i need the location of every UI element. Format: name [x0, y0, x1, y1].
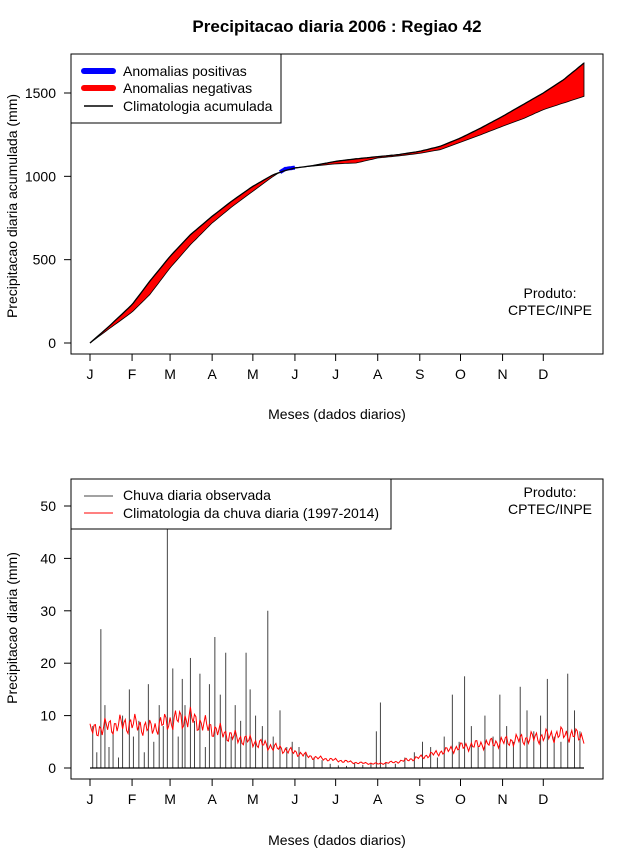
- x-tick-label: N: [498, 366, 508, 382]
- product-label-line1: Produto:: [524, 285, 577, 301]
- legend-box: [70, 478, 392, 530]
- y-axis-label: Precipitacao diaria (mm): [4, 552, 20, 704]
- x-tick-label: J: [87, 366, 94, 382]
- y-tick-label: 30: [40, 603, 56, 619]
- y-axis-label: Precipitacao diaria acumulada (mm): [4, 94, 20, 318]
- x-tick-label: J: [332, 366, 339, 382]
- legend-label-negative: Anomalias negativas: [123, 80, 252, 96]
- x-tick-label: F: [128, 366, 137, 382]
- y-tick-label: 1000: [25, 168, 56, 184]
- x-tick-label: M: [247, 366, 259, 382]
- legend-label-climatology: Climatologia acumulada: [123, 98, 273, 114]
- x-tick-label: J: [87, 791, 94, 807]
- y-tick-label: 0: [48, 335, 56, 351]
- product-label-line2: CPTEC/INPE: [508, 501, 592, 517]
- x-tick-label: J: [291, 366, 298, 382]
- x-tick-label: O: [455, 366, 466, 382]
- page-title: Precipitacao diaria 2006 : Regiao 42: [192, 17, 481, 36]
- x-tick-label: M: [164, 791, 176, 807]
- y-tick-label: 50: [40, 498, 56, 514]
- x-tick-label: A: [373, 366, 383, 382]
- y-tick-label: 20: [40, 655, 56, 671]
- x-tick-label: A: [373, 791, 383, 807]
- x-tick-label: S: [415, 791, 424, 807]
- x-tick-label: J: [332, 791, 339, 807]
- product-label-line2: CPTEC/INPE: [508, 302, 592, 318]
- x-tick-label: M: [247, 791, 259, 807]
- x-tick-label: D: [538, 366, 548, 382]
- x-tick-label: F: [128, 791, 137, 807]
- x-tick-label: M: [164, 366, 176, 382]
- x-tick-label: D: [538, 791, 548, 807]
- x-tick-label: O: [455, 791, 466, 807]
- legend-label-observed: Chuva diaria observada: [123, 487, 271, 503]
- product-label-line1: Produto:: [524, 484, 577, 500]
- x-tick-label: J: [291, 791, 298, 807]
- positive-anomaly-segment: [278, 165, 296, 174]
- climatology-daily-line: [89, 706, 585, 765]
- x-tick-label: N: [498, 791, 508, 807]
- y-tick-label: 10: [40, 708, 56, 724]
- x-axis-label: Meses (dados diarios): [268, 832, 406, 848]
- daily-chart: 0 10 20 30 40 50 J F M A M J J A S O N D Meses (dados di…: [4, 478, 604, 848]
- legend-label-climatology: Climatologia da chuva diaria (1997-2014): [123, 505, 379, 521]
- y-axis-ticks: 0 10 20 30 40 50: [40, 498, 71, 776]
- x-tick-label: S: [415, 366, 424, 382]
- observed-rain-bars: [90, 526, 584, 769]
- y-tick-label: 500: [33, 252, 57, 268]
- y-tick-label: 0: [48, 760, 56, 776]
- y-axis-ticks: 0 500 1000 1500: [25, 85, 71, 351]
- legend: Anomalias positivas Anomalias negativas …: [70, 53, 282, 124]
- x-axis-label: Meses (dados diarios): [268, 406, 406, 422]
- climatology-cumulative-line: [89, 62, 585, 344]
- legend-label-positive: Anomalias positivas: [123, 63, 247, 79]
- y-tick-label: 40: [40, 550, 56, 566]
- x-tick-label: A: [207, 791, 217, 807]
- x-tick-label: A: [207, 366, 217, 382]
- legend: Chuva diaria observada Climatologia da c…: [70, 478, 392, 530]
- y-tick-label: 1500: [25, 85, 56, 101]
- cumulative-chart: 0 500 1000 1500 J F M A M J J A S O N D Meses (dados d…: [4, 53, 604, 422]
